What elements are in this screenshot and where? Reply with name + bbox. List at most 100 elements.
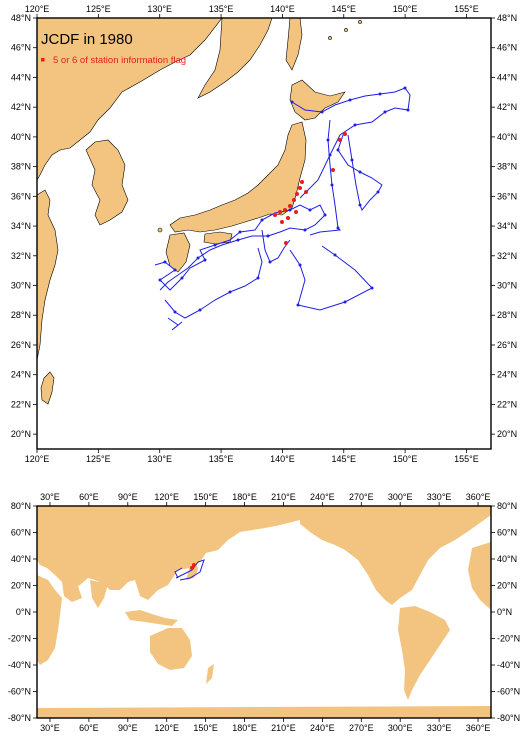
honshu-island	[169, 121, 307, 233]
antarctica-landmass	[37, 706, 491, 718]
kuril-island	[358, 20, 362, 24]
lon-tick-label: 140°E	[270, 454, 295, 464]
lon-tick-label: 180°E	[232, 723, 257, 733]
world-station-tracks	[174, 559, 205, 581]
lat-tick-label: -60°N	[497, 687, 520, 697]
lat-tick-label: 22°N	[497, 399, 517, 409]
lat-tick-label: -20°N	[8, 634, 31, 644]
station-track	[154, 204, 326, 291]
lat-tick-label: 46°N	[497, 43, 517, 53]
station-track	[167, 317, 183, 331]
lat-tick-label: 26°N	[497, 340, 517, 350]
russia-coast	[197, 18, 273, 99]
lat-tick-label: 38°N	[11, 162, 31, 172]
lon-tick-label: 150°E	[393, 454, 418, 464]
south-america-landmass	[398, 606, 450, 700]
lon-tick-label: 130°E	[147, 4, 172, 14]
new-zealand-islands	[206, 664, 214, 684]
australia-landmass	[150, 628, 192, 670]
lon-tick-label: 150°E	[193, 723, 218, 733]
legend-label: 5 or 6 of station information flag	[53, 55, 186, 66]
lat-tick-label: 28°N	[497, 310, 517, 320]
lat-tick-label: 48°N	[497, 13, 517, 23]
lon-tick-label: 155°E	[454, 4, 479, 14]
lat-tick-label: 34°N	[11, 221, 31, 231]
legend-flag-marker	[41, 58, 45, 62]
station-dots	[158, 86, 410, 314]
kyushu-island	[165, 232, 191, 273]
lat-tick-label: -40°N	[8, 660, 31, 670]
lon-tick-label: 360°E	[466, 723, 491, 733]
lat-tick-label: 32°N	[11, 251, 31, 261]
top-map-ticks: 120°E 120°E 125°E 125°E 130°E 130°E 135°E 135°E…	[11, 4, 517, 464]
lat-tick-label: 0°N	[16, 607, 31, 617]
station-track	[291, 87, 411, 199]
lat-tick-label: 34°N	[497, 221, 517, 231]
eurasia-landmass	[37, 506, 300, 600]
lat-tick-label: 30°N	[11, 281, 31, 291]
lon-tick-label: 180°E	[232, 492, 257, 502]
lat-tick-label: 42°N	[11, 102, 31, 112]
hokkaido-island	[289, 79, 346, 121]
lon-tick-label: 120°E	[25, 4, 50, 14]
lat-tick-label: -20°N	[497, 634, 520, 644]
lat-tick-label: 48°N	[11, 13, 31, 23]
lon-tick-label: 270°E	[349, 492, 374, 502]
lat-tick-label: 24°N	[497, 370, 517, 380]
lon-tick-label: 150°E	[193, 492, 218, 502]
lon-tick-label: 120°E	[154, 492, 179, 502]
lat-tick-label: 40°N	[497, 132, 517, 142]
top-map-frame	[36, 17, 492, 450]
lat-tick-label: 46°N	[11, 43, 31, 53]
lat-tick-label: 40°N	[11, 132, 31, 142]
lon-tick-label: 330°E	[427, 723, 452, 733]
lat-tick-label: 36°N	[497, 191, 517, 201]
indonesia-islands	[125, 610, 178, 626]
station-track	[261, 229, 291, 263]
lon-tick-label: 150°E	[393, 4, 418, 14]
lat-tick-label: -60°N	[8, 687, 31, 697]
lat-tick-label: 20°N	[11, 429, 31, 439]
top-map: JCDF in 1980 5 or 6 of station informati…	[11, 4, 517, 464]
lat-tick-label: 24°N	[11, 370, 31, 380]
lon-tick-label: 210°E	[271, 492, 296, 502]
lon-tick-label: 30°E	[40, 723, 60, 733]
world-map: 30°E 30°E 60°E 60°E 90°E 90°E 120°E 120°E 150°E 1…	[8, 492, 520, 733]
lat-tick-label: 28°N	[11, 310, 31, 320]
lon-tick-label: 90°E	[118, 492, 138, 502]
lon-tick-label: 125°E	[86, 454, 111, 464]
lat-tick-label: 42°N	[497, 102, 517, 112]
lon-tick-label: 145°E	[331, 454, 356, 464]
kuril-island	[344, 28, 348, 32]
lon-tick-label: 125°E	[86, 4, 111, 14]
kuril-island	[328, 36, 332, 40]
lon-tick-label: 240°E	[310, 492, 335, 502]
lon-tick-label: 60°E	[79, 723, 99, 733]
station-track	[164, 247, 263, 319]
lon-tick-label: 140°E	[270, 4, 295, 14]
lat-tick-label: 30°N	[497, 281, 517, 291]
lon-tick-label: 135°E	[209, 4, 234, 14]
lat-tick-label: 20°N	[497, 581, 517, 591]
lat-tick-label: 40°N	[497, 554, 517, 564]
lon-tick-label: 300°E	[388, 492, 413, 502]
lon-tick-label: 210°E	[271, 723, 296, 733]
lat-tick-label: 20°N	[497, 429, 517, 439]
lat-tick-label: 38°N	[497, 162, 517, 172]
lon-tick-label: 120°E	[25, 454, 50, 464]
flagged-stations	[273, 132, 347, 245]
station-track	[289, 245, 373, 311]
lat-tick-label: 40°N	[11, 554, 31, 564]
india-landmass	[90, 580, 108, 608]
lon-tick-label: 300°E	[388, 723, 413, 733]
world-map-ticks: 30°E 30°E 60°E 60°E 90°E 90°E 120°E 120°E 150°E 1…	[8, 492, 520, 733]
lon-tick-label: 60°E	[79, 492, 99, 502]
lon-tick-label: 135°E	[209, 454, 234, 464]
lat-tick-label: 44°N	[497, 72, 517, 82]
lat-tick-label: -80°N	[8, 713, 31, 723]
lat-tick-label: -80°N	[497, 713, 520, 723]
lon-tick-label: 30°E	[40, 492, 60, 502]
station-track	[309, 119, 342, 236]
greenland-landmass	[430, 506, 470, 535]
